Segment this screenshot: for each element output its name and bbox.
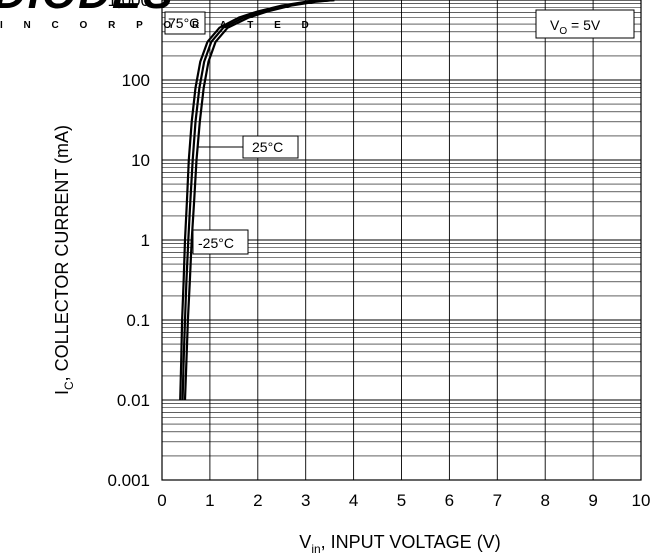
callout-neg25c-box bbox=[192, 229, 249, 255]
x-tick-label: 1 bbox=[205, 491, 214, 510]
x-tick-labels: 0 1 2 3 4 5 6 7 8 9 10 bbox=[157, 491, 650, 510]
curve-25c bbox=[181, 0, 335, 401]
callout-25c-box bbox=[242, 135, 299, 159]
x-tick-label: 4 bbox=[349, 491, 358, 510]
callout-neg25c: -25°C bbox=[192, 229, 249, 255]
logo-wordmark: DIODES bbox=[0, 0, 175, 18]
x-axis-title: Vin, INPUT VOLTAGE (V) bbox=[299, 532, 500, 556]
curve-75c bbox=[179, 0, 335, 401]
diodes-logo: DIODES I N C O R P O R A T E D bbox=[0, 0, 318, 31]
x-tick-label: 9 bbox=[588, 491, 597, 510]
x-tick-label: 0 bbox=[157, 491, 166, 510]
x-tick-label: 5 bbox=[397, 491, 406, 510]
callout-neg25c-label: -25°C bbox=[198, 235, 234, 251]
y-tick-label: 100 bbox=[122, 71, 150, 90]
y-tick-label: 10 bbox=[131, 151, 150, 170]
x-tick-label: 3 bbox=[301, 491, 310, 510]
callout-25c-label: 25°C bbox=[252, 139, 283, 155]
callout-75c-label: 75°C bbox=[168, 15, 199, 31]
y-tick-label: 0.001 bbox=[107, 471, 150, 490]
x-tick-label: 7 bbox=[493, 491, 502, 510]
y-tick-labels: 0.001 0.01 0.1 1 10 100 1,000 bbox=[107, 0, 150, 490]
plot-frame bbox=[161, 0, 642, 481]
y-tick-label: 0.01 bbox=[117, 391, 150, 410]
x-tick-label: 2 bbox=[253, 491, 262, 510]
x-tick-label: 6 bbox=[445, 491, 454, 510]
y-tick-label: 1 bbox=[141, 231, 150, 250]
curve-group bbox=[179, 0, 335, 401]
y-axis-title: IC, COLLECTOR CURRENT (mA) bbox=[52, 125, 76, 395]
callout-25c: 25°C bbox=[197, 135, 299, 159]
y-tick-label: 0.1 bbox=[126, 311, 150, 330]
y-tick-label: 1,000 bbox=[107, 0, 150, 10]
chart-grid bbox=[162, 0, 641, 480]
condition-label-box bbox=[535, 9, 635, 39]
x-tick-label: 10 bbox=[632, 491, 651, 510]
x-tick-label: 8 bbox=[540, 491, 549, 510]
logo-tagline: I N C O R P O R A T E D bbox=[0, 20, 318, 31]
condition-label: VO = 5V bbox=[550, 17, 601, 37]
curve-neg25c bbox=[183, 0, 335, 401]
callout-75c-box bbox=[164, 11, 206, 35]
callout-75c: 75°C bbox=[164, 11, 206, 35]
